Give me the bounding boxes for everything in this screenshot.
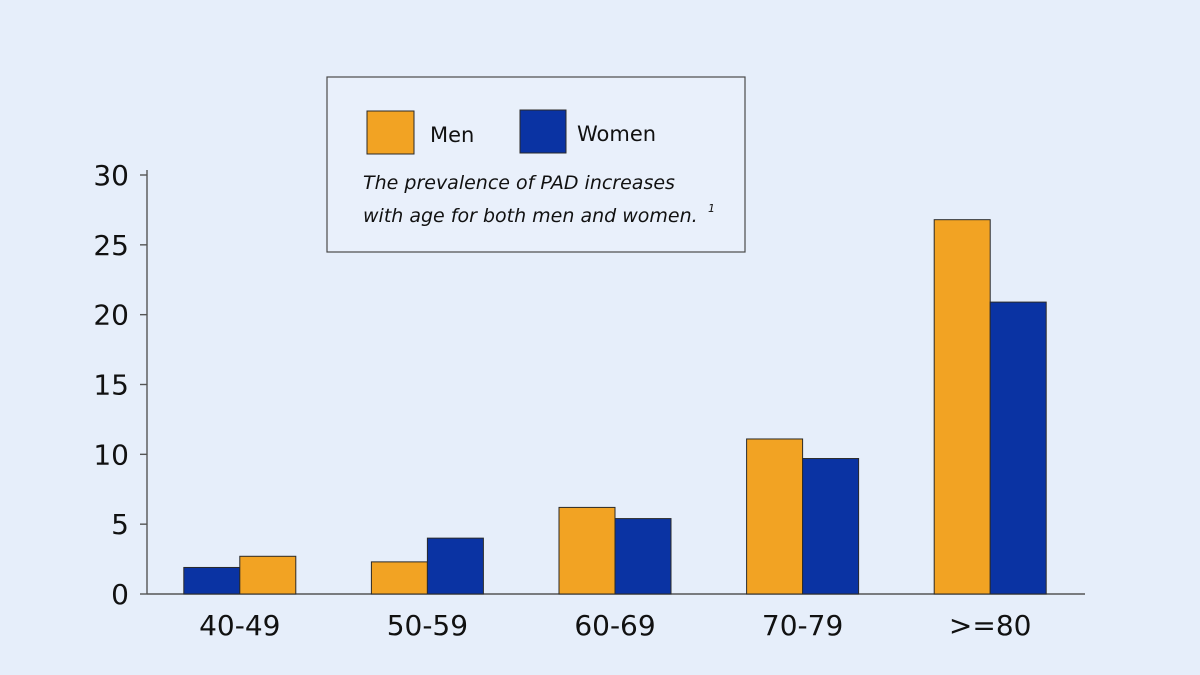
x-tick-label-80: >=80 (949, 609, 1032, 642)
y-tick-label-20: 20 (93, 299, 129, 332)
bar-women-80 (989, 301, 1047, 595)
y-tick-label-15: 15 (93, 369, 129, 402)
legend-box (326, 76, 746, 253)
bar-men-6069 (558, 506, 616, 595)
bar-women-7079 (802, 458, 860, 595)
bar-men-4049 (239, 555, 297, 595)
annotation-line-1: The prevalence of PAD increases (363, 172, 675, 194)
annotation-line-2: with age for both men and women. (363, 205, 698, 227)
y-tick-label-10: 10 (93, 438, 129, 471)
bar-men-80 (933, 219, 991, 595)
legend-label-women: Women (577, 122, 656, 146)
bars-layer (183, 219, 1047, 595)
x-tick-label-5059: 50-59 (387, 609, 468, 642)
x-tick-label-4049: 40-49 (199, 609, 280, 642)
x-tick-label-6069: 60-69 (574, 609, 655, 642)
y-tick-label-30: 30 (93, 159, 129, 192)
axes-layer: 0 5 10 15 20 25 30 40-49 50-59 60-69 70-79 >=80 (93, 159, 1085, 642)
legend-swatch-men (366, 110, 415, 155)
bar-men-5059 (370, 561, 428, 595)
annotation-footnote: 1 (708, 202, 715, 215)
legend-swatch-women (519, 109, 567, 154)
bar-women-5059 (426, 537, 484, 595)
bar-women-6069 (614, 518, 672, 595)
y-tick-label-25: 25 (93, 229, 129, 262)
y-tick-label-0: 0 (111, 578, 129, 611)
bar-women-4049 (183, 566, 241, 595)
legend-panel: Men Women The prevalence of PAD increase… (326, 76, 746, 253)
x-tick-label-7079: 70-79 (762, 609, 843, 642)
bar-men-7079 (746, 438, 804, 595)
y-tick-label-5: 5 (111, 508, 129, 541)
legend-label-men: Men (430, 123, 474, 147)
